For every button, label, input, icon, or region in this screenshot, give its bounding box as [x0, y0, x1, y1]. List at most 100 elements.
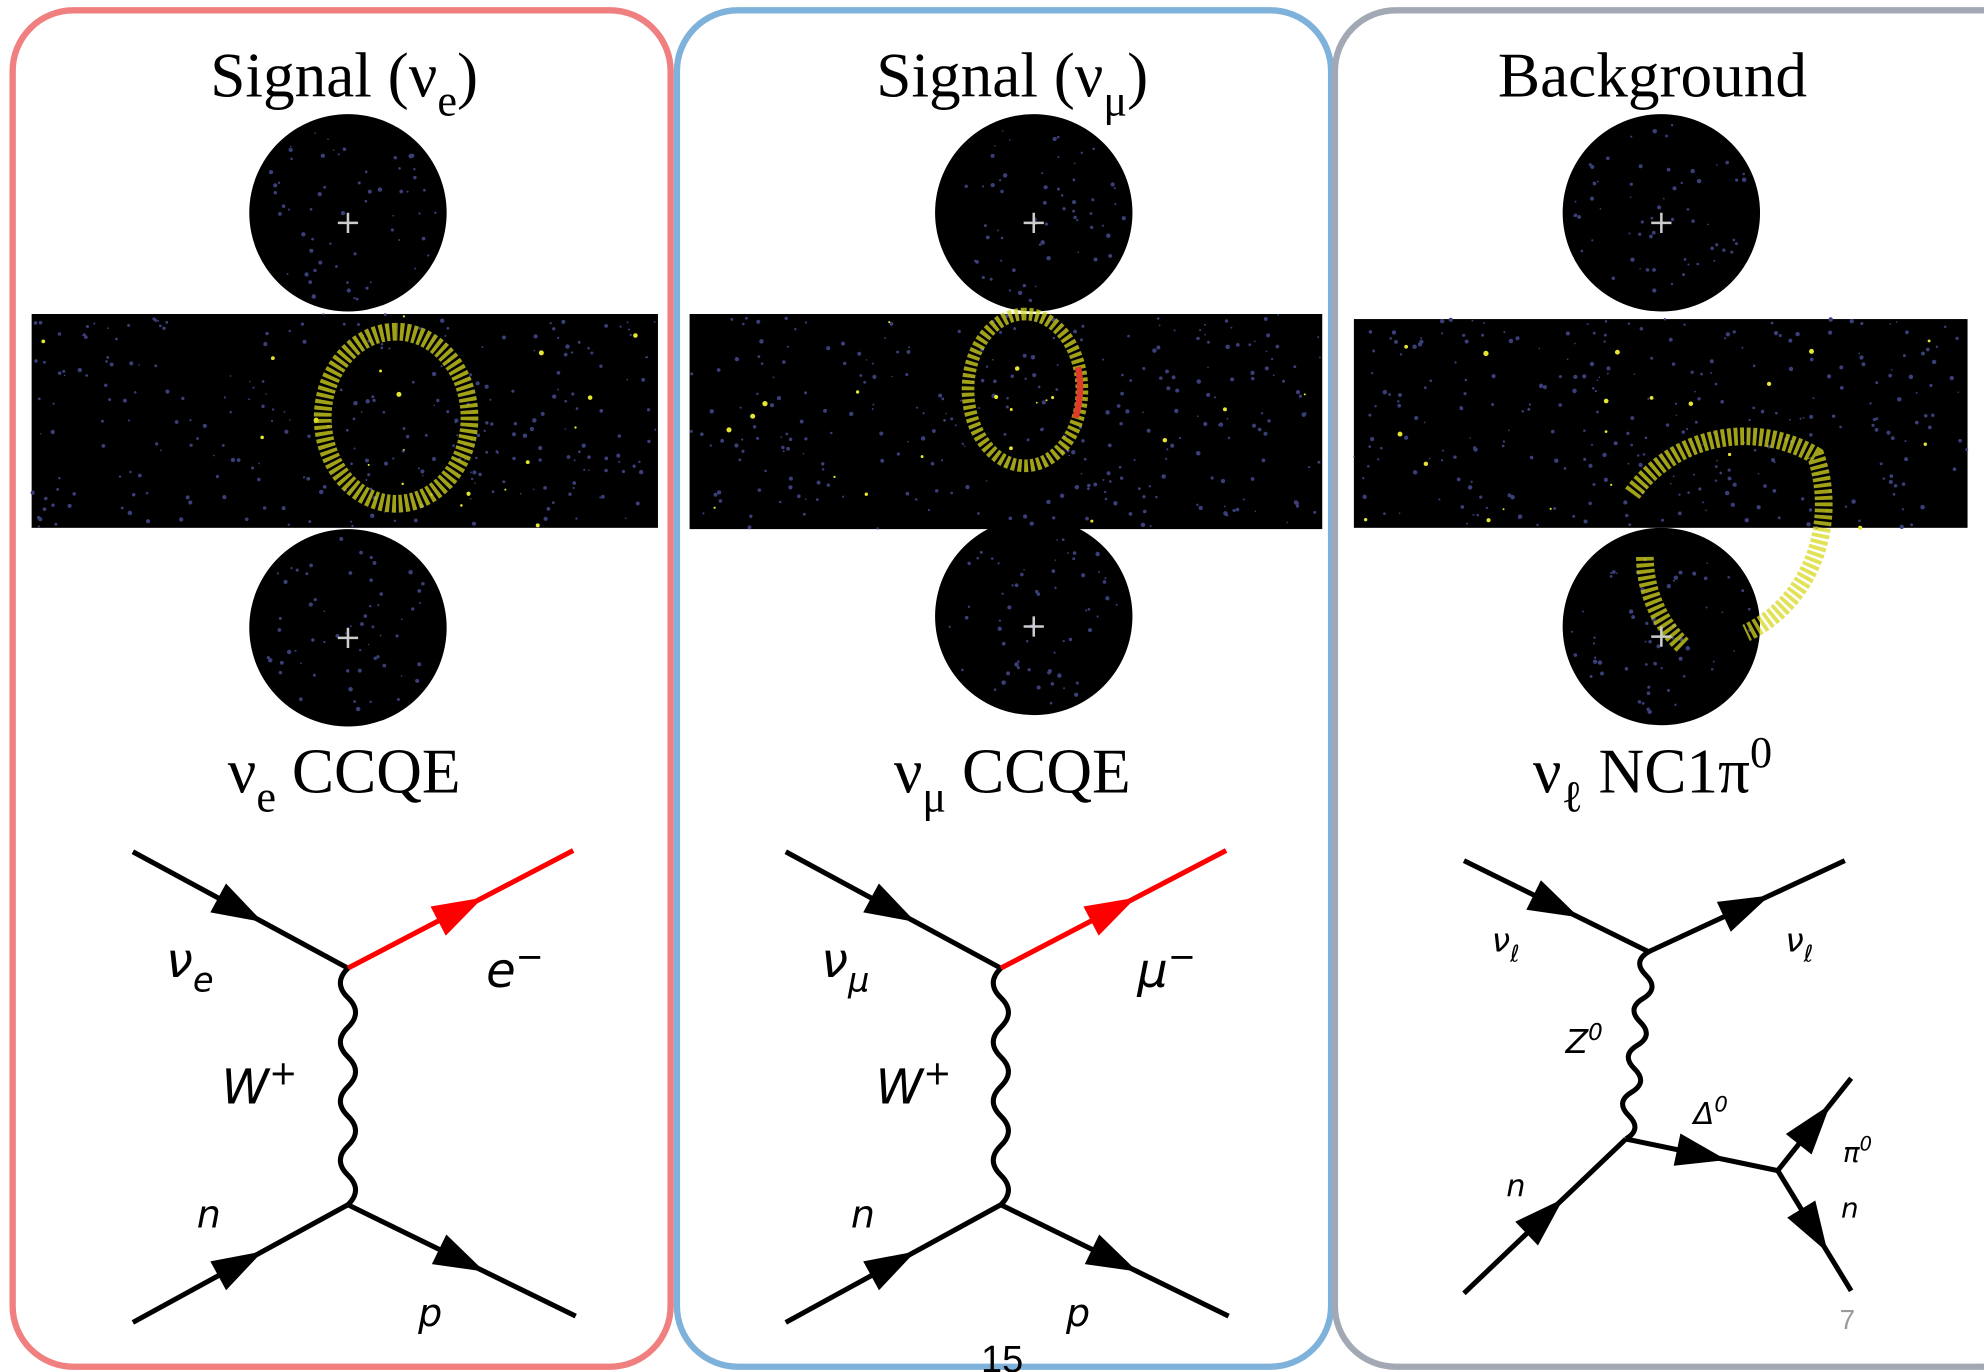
pmt-hit — [1207, 367, 1209, 369]
pmt-hit — [1503, 440, 1505, 442]
pmt-hit — [922, 412, 924, 414]
pmt-hit — [856, 390, 859, 393]
pmt-hit — [38, 525, 40, 527]
pmt-hit — [1697, 179, 1701, 183]
pmt-hit — [1413, 470, 1417, 474]
pmt-hit — [101, 444, 105, 448]
pmt-hit — [1630, 183, 1633, 186]
pmt-hit — [159, 325, 162, 328]
pmt-hit — [921, 455, 924, 458]
pmt-hit — [323, 485, 327, 489]
pmt-hit — [1809, 508, 1812, 511]
pmt-hit — [305, 572, 308, 575]
pmt-hit — [86, 325, 89, 328]
pmt-hit — [1368, 414, 1371, 417]
pmt-hit — [1716, 460, 1718, 462]
panel-title-part: Signal (ν — [876, 40, 1103, 110]
pmt-hit — [1687, 263, 1689, 265]
pmt-hit — [414, 518, 418, 522]
pmt-hit — [51, 430, 55, 434]
pmt-hit — [1593, 182, 1597, 186]
pmt-hit — [1840, 386, 1844, 390]
pmt-hit — [1273, 374, 1275, 376]
particle-label-part: − — [516, 937, 544, 976]
pmt-hit — [1897, 397, 1901, 401]
pmt-hit — [1861, 362, 1865, 366]
pmt-hit — [700, 432, 704, 436]
pmt-hit — [1481, 334, 1484, 337]
pmt-hit — [1592, 387, 1594, 389]
pmt-hit — [654, 429, 656, 431]
pmt-hit — [350, 625, 352, 627]
pmt-hit — [1108, 254, 1112, 258]
pmt-hit — [564, 400, 567, 403]
pmt-hit — [976, 557, 979, 560]
pmt-hit — [785, 317, 788, 320]
pmt-hit — [991, 183, 995, 187]
pmt-hit — [1965, 448, 1968, 451]
pmt-hit — [980, 551, 983, 554]
pmt-hit — [1944, 326, 1946, 328]
pmt-hit — [1955, 337, 1958, 340]
pmt-hit — [262, 380, 265, 383]
pmt-hit — [1667, 168, 1671, 172]
pmt-hit — [370, 556, 373, 559]
particle-label-part: n — [1506, 1169, 1525, 1204]
pmt-hit — [1043, 201, 1047, 205]
particle-label-part: π — [1843, 1136, 1861, 1169]
pmt-hit — [520, 493, 522, 495]
pmt-hit — [414, 268, 416, 270]
pmt-hit — [1121, 374, 1124, 377]
pmt-hit — [1468, 485, 1472, 489]
pmt-hit — [897, 452, 900, 455]
pmt-hit — [604, 456, 608, 460]
pmt-hit — [998, 627, 1002, 631]
pmt-hit — [1424, 422, 1426, 424]
pmt-hit — [977, 512, 980, 515]
pmt-hit — [456, 434, 458, 436]
pmt-hit — [1510, 495, 1515, 500]
pmt-hit — [413, 176, 416, 179]
pmt-hit — [1646, 268, 1650, 272]
pmt-hit — [1598, 660, 1602, 664]
pmt-hit — [710, 409, 714, 413]
pmt-hit — [1013, 327, 1016, 330]
pmt-hit — [1046, 500, 1050, 504]
pmt-hit — [1630, 257, 1634, 261]
pmt-hit — [830, 432, 832, 434]
pmt-hit — [921, 436, 925, 440]
pmt-hit — [785, 433, 788, 436]
pmt-hit — [1081, 325, 1084, 328]
pmt-hit — [1888, 374, 1892, 378]
pmt-hit — [369, 605, 371, 607]
pmt-hit — [1399, 512, 1401, 514]
pmt-hit — [1063, 640, 1065, 642]
pmt-hit — [433, 405, 435, 407]
pmt-hit — [224, 396, 226, 398]
pmt-hit — [804, 437, 807, 440]
pmt-hit — [1441, 459, 1443, 461]
pmt-hit — [1813, 397, 1815, 399]
pmt-hit — [1389, 337, 1392, 340]
particle-label-part: 0 — [1860, 1133, 1872, 1156]
pmt-hit — [418, 327, 421, 330]
pmt-hit — [1682, 273, 1685, 276]
pmt-hit — [123, 399, 127, 403]
pmt-hit — [370, 514, 374, 518]
pmt-hit — [1254, 341, 1256, 343]
pmt-hit — [994, 395, 998, 399]
pmt-hit — [574, 426, 576, 428]
pmt-hit — [1694, 391, 1696, 393]
pmt-hit — [1046, 399, 1048, 401]
endcap — [249, 529, 446, 726]
pmt-hit — [62, 370, 65, 373]
pmt-hit — [1553, 507, 1556, 510]
pmt-hit — [604, 469, 608, 473]
pmt-hit — [564, 353, 568, 357]
pmt-hit — [982, 276, 985, 279]
pmt-hit — [1924, 414, 1928, 418]
pmt-hit — [371, 395, 374, 398]
pmt-hit — [1687, 208, 1690, 211]
pmt-hit — [323, 186, 326, 189]
pmt-hit — [1652, 288, 1656, 292]
